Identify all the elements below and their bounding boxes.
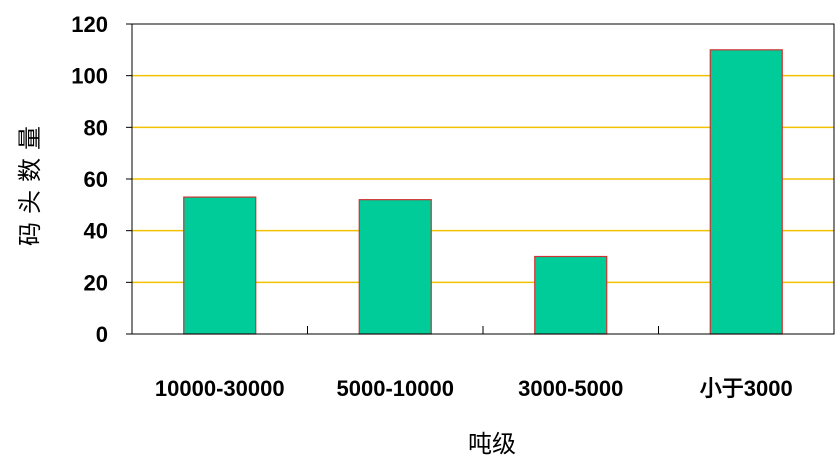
x-axis-title: 吨级 (468, 430, 516, 458)
x-category-labels: 10000-30000 5000-10000 3000-5000 小于3000 (155, 376, 793, 401)
bar (534, 255, 608, 335)
bar (358, 199, 432, 335)
y-tick-label: 40 (84, 219, 108, 244)
y-tick-label: 60 (84, 167, 108, 192)
x-category-label: 5000-10000 (337, 376, 454, 401)
y-tick-label: 100 (71, 64, 108, 89)
y-tick-label: 20 (84, 270, 108, 295)
y-axis-title: 码头数量 (16, 118, 44, 246)
bar (709, 49, 783, 335)
y-tick-labels: 0 20 40 60 80 100 120 (71, 12, 108, 347)
bar (183, 196, 257, 335)
x-category-label: 3000-5000 (518, 376, 623, 401)
axes (126, 23, 835, 335)
x-category-label: 10000-30000 (155, 376, 285, 401)
bars (183, 49, 783, 335)
y-tick-label: 120 (71, 12, 108, 37)
y-tick-label: 80 (84, 115, 108, 140)
x-category-label: 小于3000 (700, 376, 793, 401)
y-tick-label: 0 (96, 322, 108, 347)
